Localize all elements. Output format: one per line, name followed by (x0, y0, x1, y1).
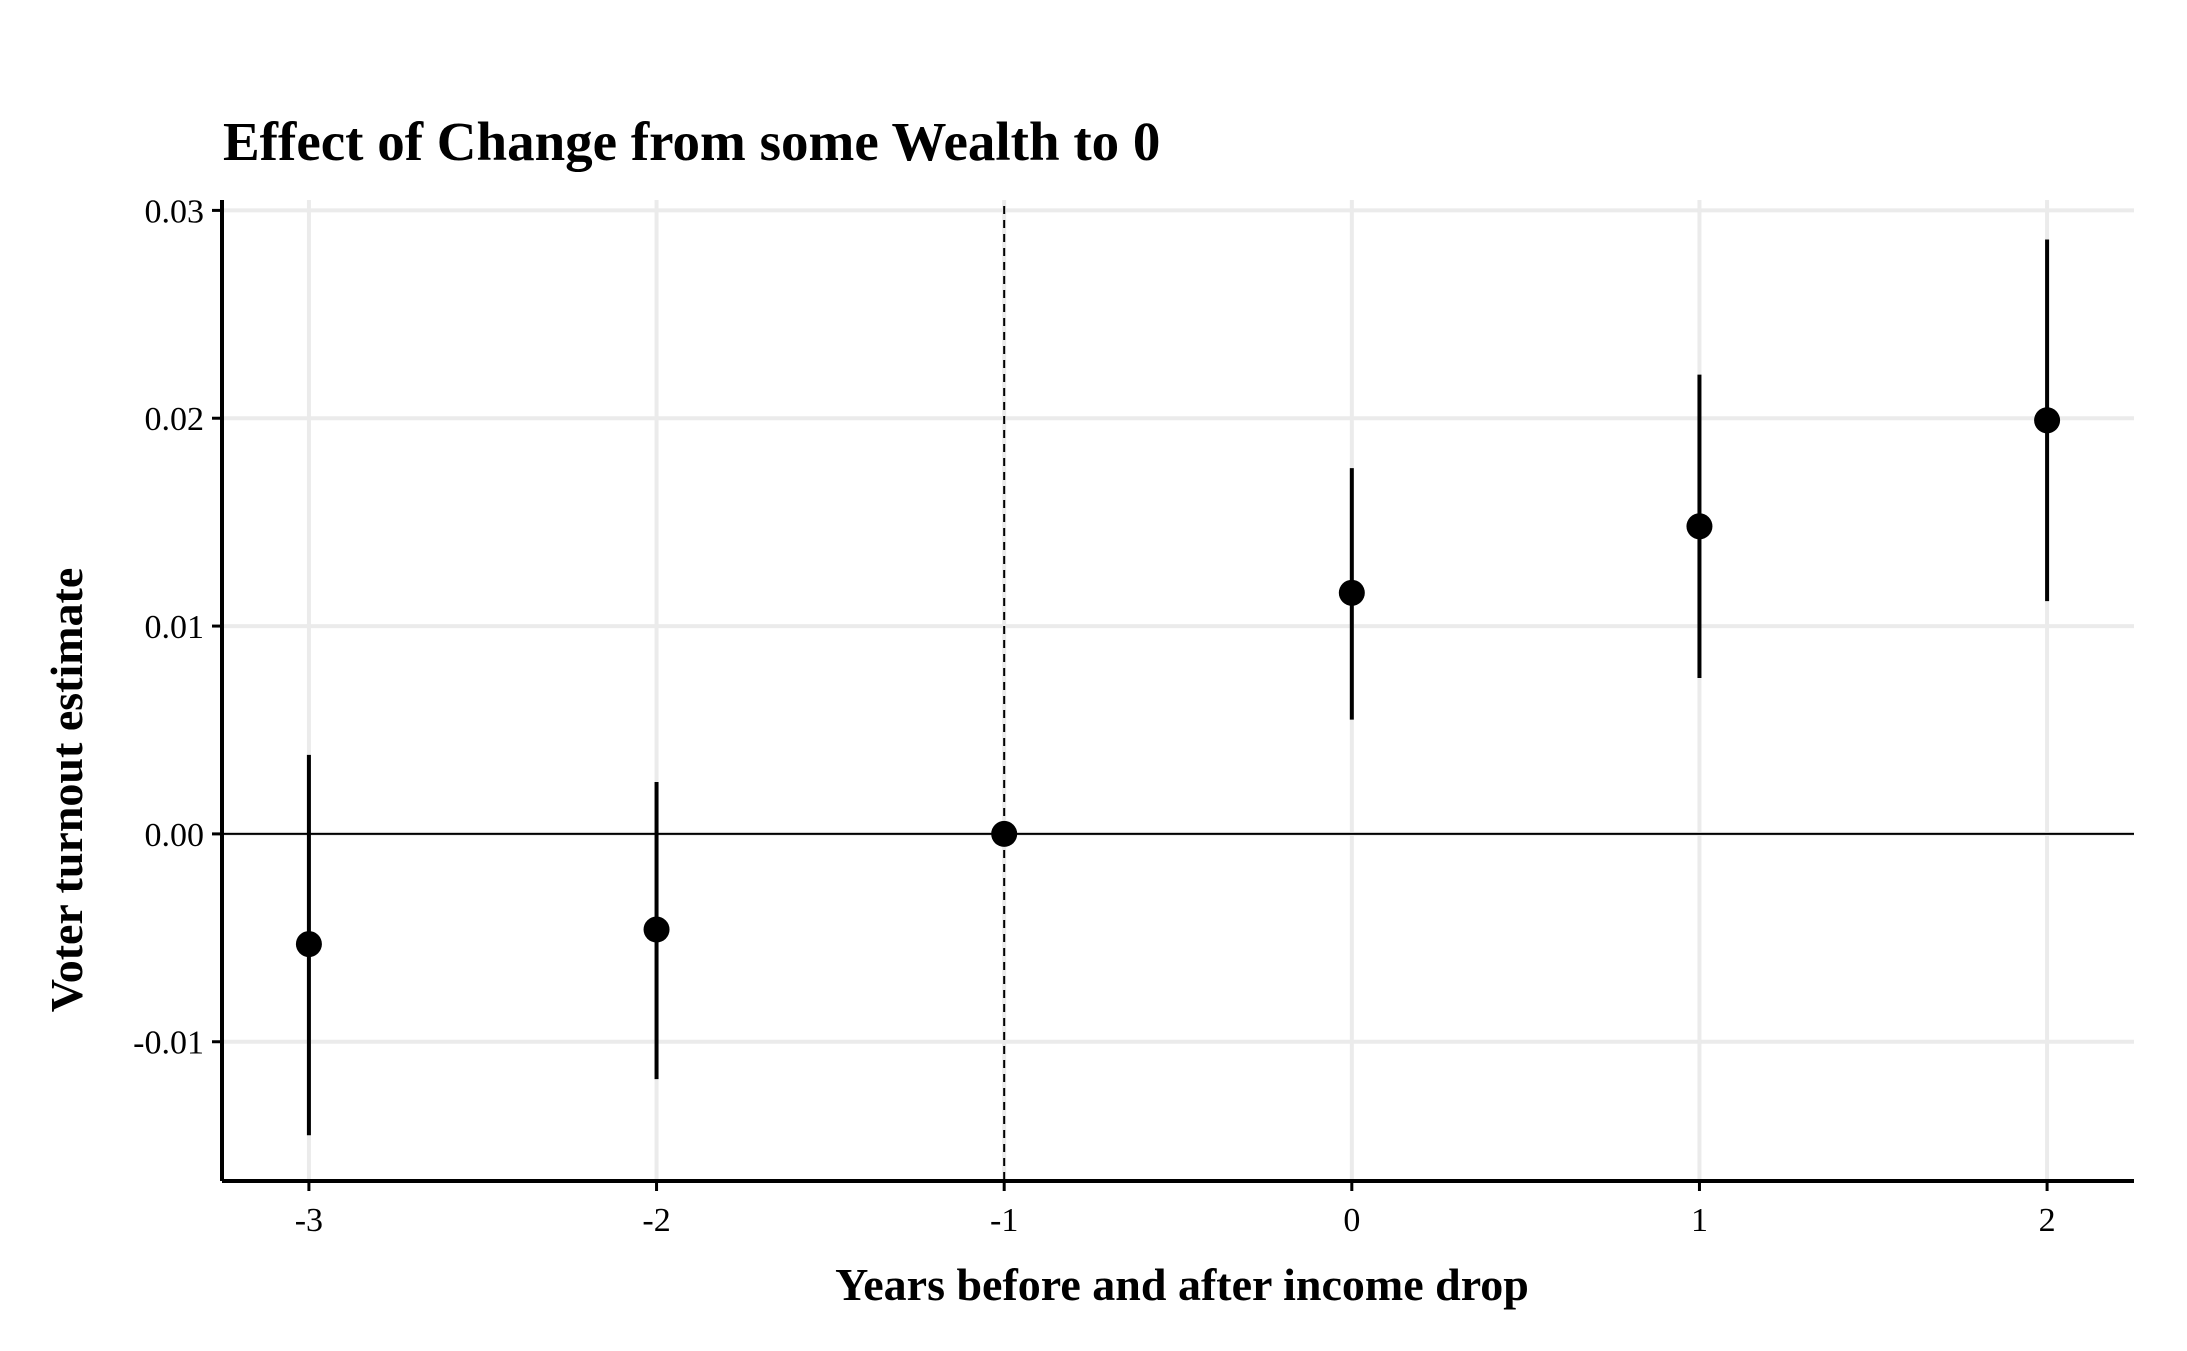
x-tick-label: 0 (1343, 1202, 1360, 1239)
y-axis-ticks: -0.01 0.00 0.01 0.02 0.03 (133, 193, 222, 1062)
data-point (1338, 579, 1365, 606)
x-tick-label: 2 (2039, 1202, 2056, 1239)
axes (220, 200, 2134, 1183)
data-point (295, 931, 322, 958)
x-tick-label: -1 (990, 1202, 1018, 1239)
y-tick-label: 0.02 (145, 401, 205, 438)
y-tick-label: -0.01 (133, 1025, 204, 1062)
y-tick-label: 0.03 (145, 193, 205, 230)
y-tick-label: 0.00 (145, 817, 205, 854)
y-tick-label: 0.01 (145, 609, 205, 646)
x-tick-label: -3 (295, 1202, 323, 1239)
data-point (991, 820, 1018, 847)
error-bars (306, 239, 2050, 1136)
data-points (295, 407, 2061, 958)
grid (222, 200, 2134, 1181)
data-point (1686, 513, 1713, 540)
x-axis-ticks: -3 -2 -1 0 1 2 (295, 1181, 2056, 1239)
y-axis-label: Voter turnout estimate (41, 568, 92, 1013)
data-point (643, 916, 670, 943)
x-axis-label: Years before and after income drop (835, 1259, 1529, 1310)
x-tick-label: -2 (642, 1202, 670, 1239)
x-tick-label: 1 (1691, 1202, 1708, 1239)
reference-lines (222, 206, 2134, 1181)
chart-title: Effect of Change from some Wealth to 0 (223, 111, 1160, 172)
data-point (2034, 407, 2061, 434)
